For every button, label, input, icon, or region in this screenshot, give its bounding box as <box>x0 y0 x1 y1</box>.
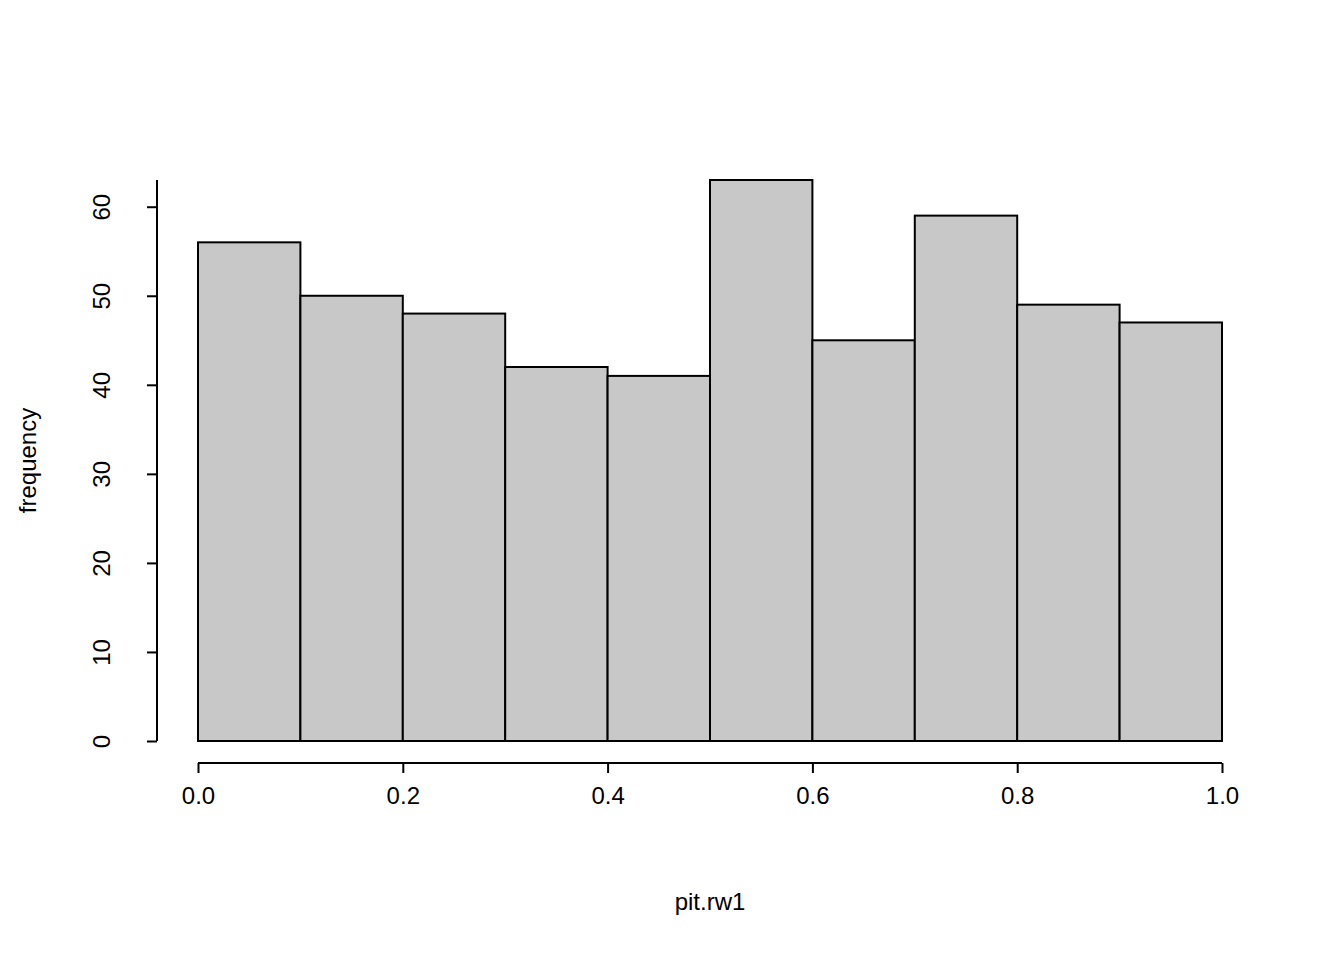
y-axis: 0 10 20 30 40 50 60 <box>88 180 157 748</box>
x-tick-label: 0.2 <box>387 782 420 809</box>
x-tick-mark <box>198 763 200 773</box>
y-tick-label: 10 <box>88 639 115 666</box>
x-axis: 0.0 0.2 0.4 0.6 0.8 1.0 <box>182 763 1239 809</box>
y-tick: 60 <box>88 194 157 221</box>
x-tick-label: 0.8 <box>1001 782 1034 809</box>
x-tick-mark <box>607 763 609 773</box>
y-tick-label: 20 <box>88 550 115 577</box>
x-tick-mark <box>812 763 814 773</box>
x-tick: 0.0 <box>182 763 215 809</box>
y-tick-mark <box>147 295 157 297</box>
y-axis-line <box>156 180 158 741</box>
x-tick: 0.4 <box>591 763 624 809</box>
y-tick-label: 50 <box>88 283 115 310</box>
bar <box>608 376 710 741</box>
bar <box>915 216 1017 741</box>
chart: 0.0 0.2 0.4 0.6 0.8 1.0 0 10 20 30 40 50 60 pit.rw1 fr… <box>0 0 1344 960</box>
y-tick-mark <box>147 384 157 386</box>
bar <box>198 242 300 741</box>
x-axis-line <box>198 762 1222 764</box>
x-tick-label: 0.4 <box>591 782 624 809</box>
bar <box>710 180 812 741</box>
y-tick-mark <box>147 206 157 208</box>
x-axis-title: pit.rw1 <box>675 888 746 915</box>
y-tick-mark <box>147 562 157 564</box>
y-axis-title: frequency <box>14 408 41 513</box>
y-tick: 50 <box>88 283 157 310</box>
x-tick-mark <box>1017 763 1019 773</box>
bars <box>198 180 1222 741</box>
y-tick: 30 <box>88 461 157 488</box>
y-tick: 20 <box>88 550 157 577</box>
bar <box>505 367 607 741</box>
x-tick: 0.6 <box>796 763 829 809</box>
y-tick-mark <box>147 473 157 475</box>
y-tick-mark <box>147 741 157 743</box>
x-tick: 0.2 <box>387 763 420 809</box>
x-tick-mark <box>1222 763 1224 773</box>
x-tick-label: 1.0 <box>1206 782 1239 809</box>
bar <box>1017 305 1119 741</box>
y-tick-label: 60 <box>88 194 115 221</box>
bar <box>812 340 914 741</box>
bar <box>1120 322 1222 741</box>
x-tick: 0.8 <box>1001 763 1034 809</box>
x-tick-label: 0.0 <box>182 782 215 809</box>
y-tick-label: 30 <box>88 461 115 488</box>
y-tick: 0 <box>88 735 157 748</box>
y-tick: 10 <box>88 639 157 666</box>
bar <box>300 296 402 741</box>
bar <box>403 314 505 741</box>
x-tick: 1.0 <box>1206 763 1239 809</box>
y-tick: 40 <box>88 372 157 399</box>
y-tick-mark <box>147 651 157 653</box>
x-tick-label: 0.6 <box>796 782 829 809</box>
x-tick-mark <box>402 763 404 773</box>
y-tick-label: 0 <box>88 735 115 748</box>
y-tick-label: 40 <box>88 372 115 399</box>
